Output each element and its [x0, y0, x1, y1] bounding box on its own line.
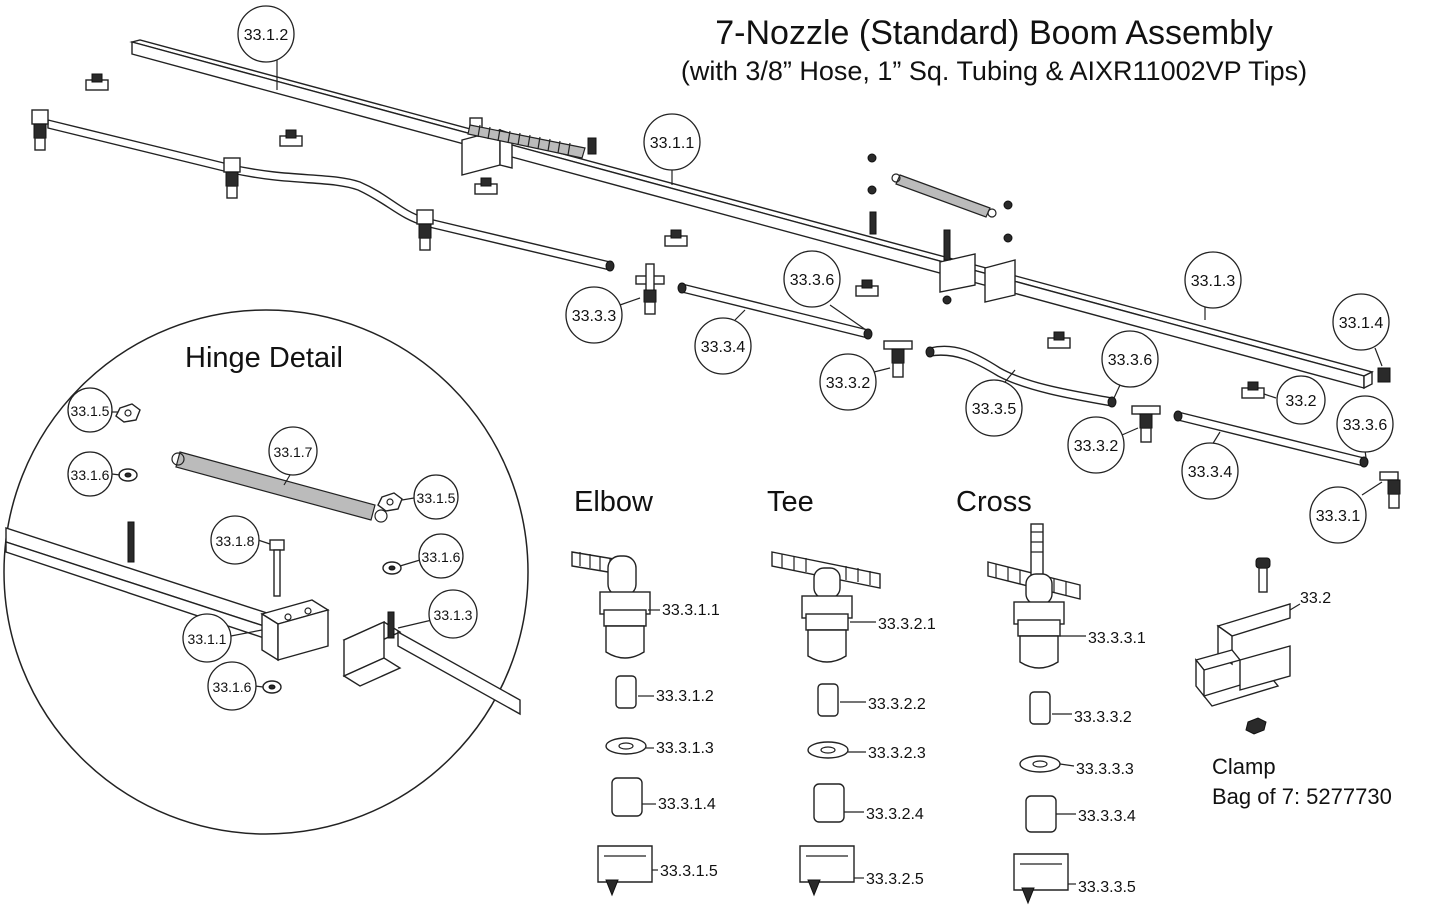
svg-text:33.1.3: 33.1.3	[434, 607, 473, 623]
callout-33-1-4: 33.1.4	[1332, 293, 1390, 367]
svg-text:33.1.4: 33.1.4	[1339, 315, 1384, 332]
callout-33-1-8: 33.1.8	[210, 515, 271, 565]
part-33-3-2-2: 33.3.2.2	[868, 696, 926, 713]
svg-text:33.1.6: 33.1.6	[71, 467, 110, 483]
clamp-bag-info: Bag of 7: 5277730	[1212, 784, 1392, 809]
callout-33-3-3: 33.3.3	[565, 286, 641, 344]
hinge-detail-label: Hinge Detail	[185, 342, 343, 374]
callout-33-3-4-b: 33.3.4	[1181, 431, 1239, 500]
svg-text:33.3.1: 33.3.1	[1316, 508, 1361, 525]
callout-33-1-2: 33.1.2	[237, 5, 295, 90]
boom-spring	[467, 124, 597, 159]
clamp-label: Clamp	[1212, 754, 1276, 779]
part-33-3-3-5: 33.3.3.5	[1078, 879, 1136, 896]
callout-33-1-5-b: 33.1.5	[401, 474, 459, 520]
svg-text:33.3.6: 33.3.6	[790, 272, 835, 289]
part-33-3-1-4: 33.3.1.4	[658, 796, 716, 813]
part-33-3-3-4: 33.3.3.4	[1078, 808, 1136, 825]
clamp-part-number: 33.2	[1300, 590, 1331, 607]
left-nozzles	[31, 109, 434, 251]
callout-33-1-3-h: 33.1.3	[397, 589, 478, 639]
hinge-detail-circle	[3, 309, 529, 835]
elbow-label: Elbow	[574, 486, 654, 518]
elbow-callouts: 33.3.1.1 33.3.1.2 33.3.1.3 33.3.1.4 33.3…	[638, 602, 720, 880]
svg-text:33.1.1: 33.1.1	[188, 631, 227, 647]
clamps-scattered	[85, 73, 1265, 399]
svg-text:33.2: 33.2	[1285, 393, 1316, 410]
callout-33-1-1: 33.1.1	[643, 113, 701, 185]
svg-text:33.3.2: 33.3.2	[826, 375, 871, 392]
clamp-callout: 33.2	[1289, 590, 1331, 611]
part-33-3-3-3: 33.3.3.3	[1076, 761, 1134, 778]
svg-text:33.3.2: 33.3.2	[1074, 438, 1119, 455]
part-33-3-1-1: 33.3.1.1	[662, 602, 720, 619]
center-spring	[891, 173, 997, 218]
svg-text:33.1.1: 33.1.1	[650, 135, 695, 152]
part-33-3-2-1: 33.3.2.1	[878, 616, 936, 633]
svg-text:33.1.5: 33.1.5	[71, 403, 110, 419]
diagram-title: 7-Nozzle (Standard) Boom Assembly	[715, 14, 1272, 52]
callout-33-1-1-h: 33.1.1	[182, 613, 263, 663]
svg-text:33.1.7: 33.1.7	[274, 444, 313, 460]
svg-text:33.3.6: 33.3.6	[1343, 417, 1388, 434]
svg-text:33.3.3: 33.3.3	[572, 308, 617, 325]
right-hose-segments	[677, 282, 1369, 468]
cross-exploded	[987, 523, 1081, 905]
part-33-3-2-4: 33.3.2.4	[866, 806, 924, 823]
tee-exploded	[771, 551, 881, 897]
callout-33-1-6-b: 33.1.6	[399, 533, 464, 579]
tee-callouts: 33.3.2.1 33.3.2.2 33.3.2.3 33.3.2.4 33.3…	[840, 616, 936, 888]
svg-text:33.1.8: 33.1.8	[216, 533, 255, 549]
callout-33-1-6-a: 33.1.6	[67, 451, 121, 497]
end-cap	[1377, 367, 1391, 383]
svg-text:33.1.6: 33.1.6	[213, 679, 252, 695]
part-33-3-3-1: 33.3.3.1	[1088, 630, 1146, 647]
svg-text:33.3.6: 33.3.6	[1108, 352, 1153, 369]
svg-text:33.3.5: 33.3.5	[972, 401, 1017, 418]
callout-33-3-6-b: 33.3.6	[1101, 330, 1159, 399]
svg-text:33.1.6: 33.1.6	[422, 549, 461, 565]
main-boom-tube	[129, 39, 1374, 390]
svg-text:33.1.3: 33.1.3	[1191, 273, 1236, 290]
svg-text:33.3.4: 33.3.4	[701, 339, 746, 356]
clamp-exploded	[1194, 557, 1291, 735]
part-33-3-1-2: 33.3.1.2	[656, 688, 714, 705]
elbow-exploded	[571, 551, 653, 897]
svg-text:33.1.2: 33.1.2	[244, 27, 289, 44]
callout-33-1-6-c: 33.1.6	[207, 661, 264, 711]
svg-text:33.3.4: 33.3.4	[1188, 464, 1233, 481]
cross-callouts: 33.3.3.1 33.3.3.2 33.3.3.3 33.3.3.4 33.3…	[1052, 630, 1146, 896]
callout-33-3-2-a: 33.3.2	[819, 353, 891, 411]
part-33-3-3-2: 33.3.3.2	[1074, 709, 1132, 726]
part-33-3-1-5: 33.3.1.5	[660, 863, 718, 880]
callout-33-3-1: 33.3.1	[1309, 481, 1383, 544]
svg-text:33.1.5: 33.1.5	[417, 490, 456, 506]
hinge-bracket-center	[867, 153, 1016, 305]
callout-33-3-6-a: 33.3.6	[783, 250, 867, 331]
cross-label: Cross	[956, 486, 1032, 518]
part-33-3-1-3: 33.3.1.3	[656, 740, 714, 757]
callout-33-3-6-c: 33.3.6	[1336, 395, 1394, 459]
callout-33-1-7: 33.1.7	[268, 426, 318, 486]
part-33-3-2-5: 33.3.2.5	[866, 871, 924, 888]
boom-fittings	[635, 263, 1401, 509]
callout-33-1-5-a: 33.1.5	[67, 387, 118, 433]
callout-33-1-3: 33.1.3	[1184, 251, 1242, 320]
callout-33-3-2-b: 33.3.2	[1067, 416, 1139, 474]
callout-33-3-5: 33.3.5	[965, 369, 1023, 437]
left-hose-line	[47, 119, 615, 272]
part-33-3-2-3: 33.3.2.3	[868, 745, 926, 762]
callout-33-3-4-a: 33.3.4	[694, 309, 752, 375]
diagram-subtitle: (with 3/8” Hose, 1” Sq. Tubing & AIXR110…	[681, 56, 1307, 86]
tee-label: Tee	[767, 486, 814, 518]
callout-33-2: 33.2	[1263, 375, 1326, 425]
